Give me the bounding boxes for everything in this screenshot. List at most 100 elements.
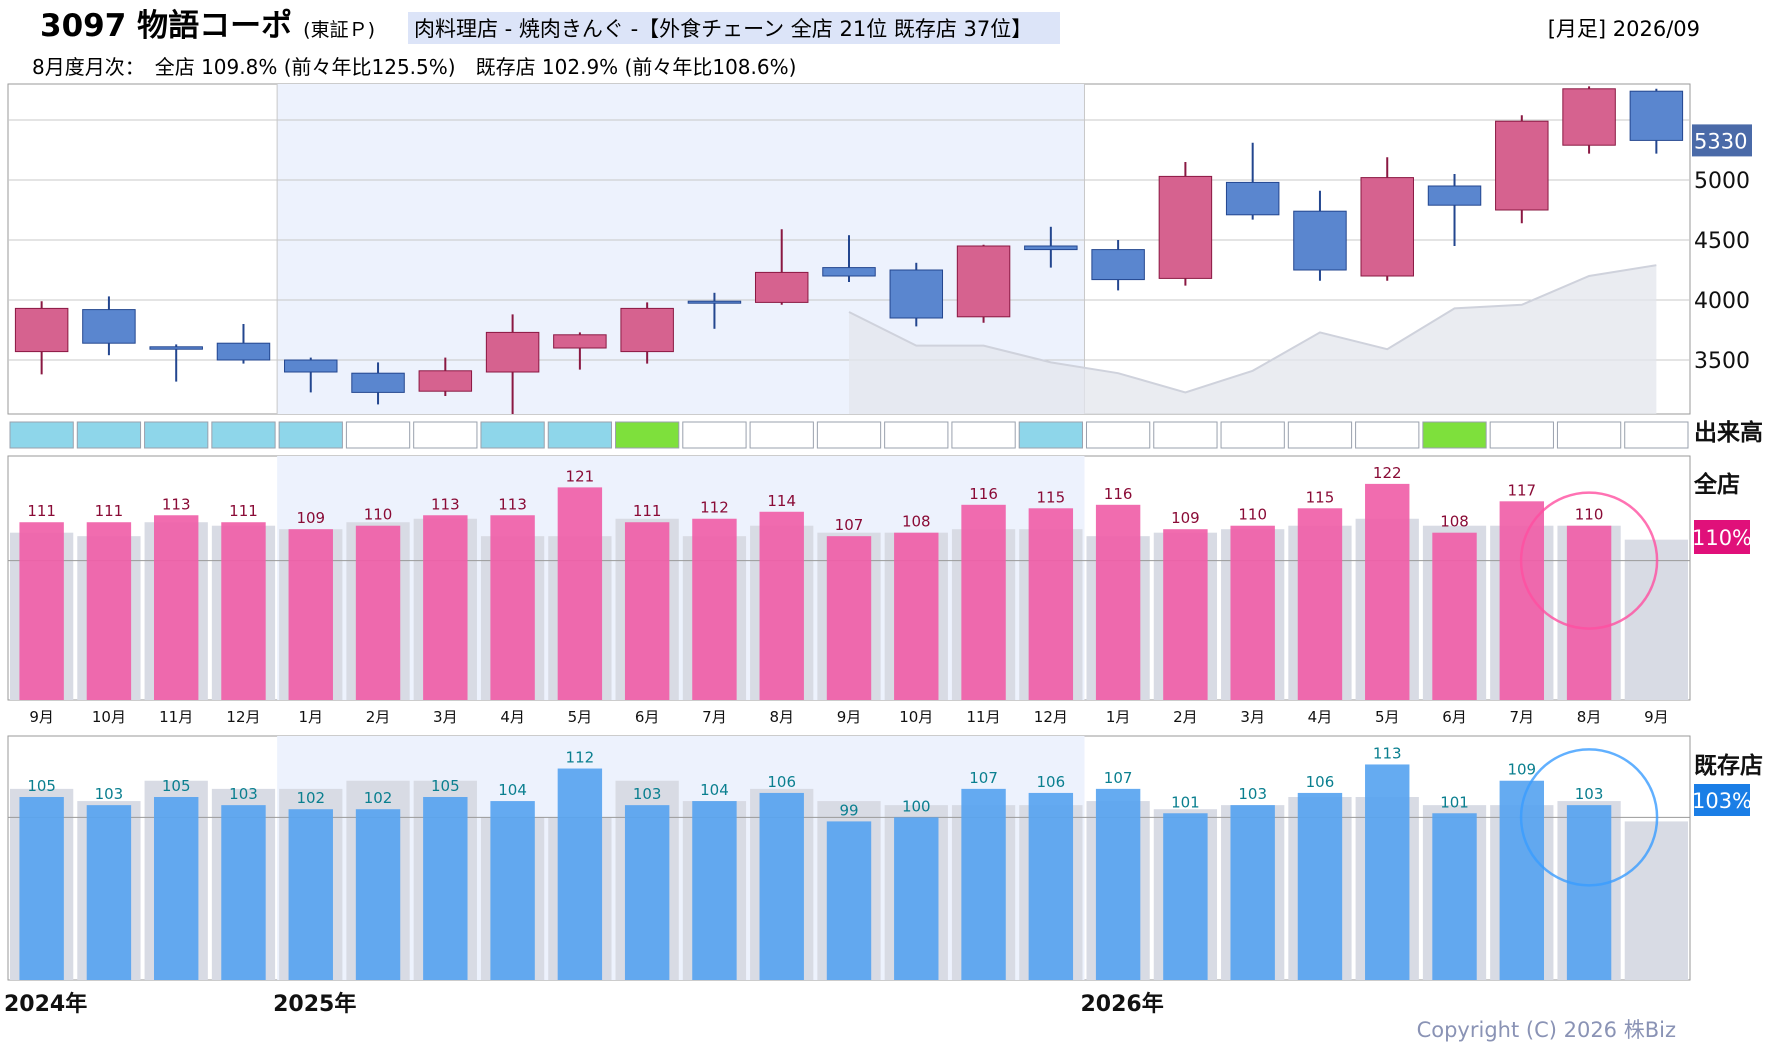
existing-store-badge <box>1694 784 1750 816</box>
candle-body <box>351 372 405 393</box>
candle-body <box>1091 249 1145 281</box>
volume-marker <box>1085 421 1151 449</box>
existing-store-bar <box>1297 792 1343 980</box>
existing-store-badge-text: 103% <box>1692 789 1752 813</box>
all-store-value-label: 111 <box>229 502 258 520</box>
volume-label: 出来高 <box>1694 419 1763 446</box>
volume-marker <box>1153 421 1218 449</box>
existing-store-prior-bar <box>1624 821 1688 980</box>
volume-marker <box>1287 421 1353 449</box>
existing-store-value-label: 105 <box>162 777 191 795</box>
all-store-bar <box>1163 529 1208 700</box>
all-store-bar <box>1230 525 1275 700</box>
existing-store-value-label: 105 <box>27 777 56 795</box>
volume-marker <box>547 421 613 449</box>
existing-store-value-label: 101 <box>1440 793 1469 811</box>
existing-store-value-label: 101 <box>1171 793 1200 811</box>
all-store-bar <box>1297 508 1343 700</box>
existing-store-value-label: 103 <box>95 785 124 803</box>
existing-store-bar <box>624 805 670 980</box>
candle-body <box>485 331 540 373</box>
volume-marker <box>816 421 882 449</box>
all-store-badge-text: 110% <box>1692 526 1752 550</box>
existing-store-value-label: 106 <box>1037 773 1066 791</box>
category-label: 肉料理店 - 焼肉きんぐ -【外食チェーン 全店 21位 既存店 37位】 <box>414 17 1032 41</box>
volume-marker <box>749 421 814 449</box>
candle-body <box>1427 185 1482 206</box>
all-store-bar <box>1566 525 1612 700</box>
existing-store-value-label: 106 <box>767 773 796 791</box>
all-store-bar <box>894 532 939 700</box>
all-store-value-label: 117 <box>1507 481 1536 499</box>
year-tick-label: 2024年 <box>4 991 87 1017</box>
all-store-value-label: 110 <box>1238 506 1267 524</box>
existing-store-value-label: 113 <box>1373 744 1402 762</box>
month-tick-label: 8月 <box>769 708 794 726</box>
all-store-bar <box>624 522 670 700</box>
existing-store-bar <box>423 797 468 980</box>
all-store-value-label: 108 <box>1440 513 1469 531</box>
existing-store-value-label: 107 <box>969 769 998 787</box>
all-store-bar <box>1095 504 1141 700</box>
month-tick-label: 4月 <box>1308 708 1333 726</box>
all-store-bar <box>961 504 1006 700</box>
all-store-value-label: 111 <box>633 502 662 520</box>
all-store-value-label: 110 <box>364 506 393 524</box>
all-store-bar <box>759 511 804 700</box>
volume-marker <box>211 421 276 449</box>
candle-body <box>822 267 876 277</box>
candle-body <box>14 307 69 353</box>
all-store-bar <box>692 518 737 700</box>
existing-store-value-label: 105 <box>431 777 460 795</box>
year-tick-label: 2026年 <box>1080 991 1163 1017</box>
all-store-bar <box>826 536 872 700</box>
existing-store-value-label: 112 <box>566 749 595 767</box>
volume-marker <box>413 421 478 449</box>
existing-store-bar <box>153 797 199 980</box>
existing-store-bar <box>288 809 333 980</box>
existing-store-bar <box>490 801 535 980</box>
month-tick-label: 2月 <box>1173 708 1198 726</box>
volume-marker <box>884 421 949 449</box>
month-tick-label: 2月 <box>366 708 391 726</box>
month-tick-label: 9月 <box>1644 708 1669 726</box>
candle-body <box>284 359 338 373</box>
candle-body <box>889 269 944 319</box>
all-store-value-label: 113 <box>498 495 527 513</box>
existing-store-bar <box>221 805 266 980</box>
all-store-value-label: 111 <box>27 502 56 520</box>
all-store-bar <box>19 522 64 700</box>
all-store-bar <box>1432 532 1477 700</box>
month-tick-label: 7月 <box>702 708 727 726</box>
existing-store-value-label: 106 <box>1306 773 1335 791</box>
candle-body <box>149 346 203 350</box>
month-tick-label: 12月 <box>1034 708 1068 726</box>
volume-marker <box>1422 421 1487 449</box>
all-store-value-label: 109 <box>1171 509 1200 527</box>
candle-body <box>553 334 607 349</box>
price-tick-label: 3500 <box>1694 349 1750 374</box>
existing-store-bar <box>1365 764 1410 980</box>
volume-marker <box>1489 421 1554 449</box>
existing-store-panel: 105 103 105 103 102 102 105 104 112 103 104 106 99 10… <box>4 735 1691 1017</box>
existing-store-bar <box>961 788 1006 980</box>
existing-store-value-label: 103 <box>1238 785 1267 803</box>
existing-store-value-label: 104 <box>700 781 729 799</box>
copyright: Copyright (C) 2026 株Biz <box>1417 1018 1676 1042</box>
month-tick-label: 12月 <box>226 708 260 726</box>
stock-title: 3097 物語コーポ (東証Ｐ) <box>40 8 375 44</box>
all-store-value-label: 110 <box>1575 506 1604 524</box>
volume-marker <box>951 421 1016 449</box>
candle-body <box>1562 88 1616 146</box>
all-store-value-label: 115 <box>1037 488 1066 506</box>
all-store-panel: 111 111 113 111 109 110 113 113 121 111 112 114 107 1… <box>7 455 1691 726</box>
existing-store-bar <box>894 817 939 980</box>
candle-body <box>1293 210 1347 271</box>
existing-store-bar <box>86 805 132 980</box>
existing-store-value-label: 103 <box>1575 785 1604 803</box>
all-store-bar <box>1365 483 1410 700</box>
category-badge-bg <box>408 12 1060 44</box>
existing-store-highlight-circle <box>1519 748 1659 887</box>
existing-store-value-label: 103 <box>229 785 258 803</box>
